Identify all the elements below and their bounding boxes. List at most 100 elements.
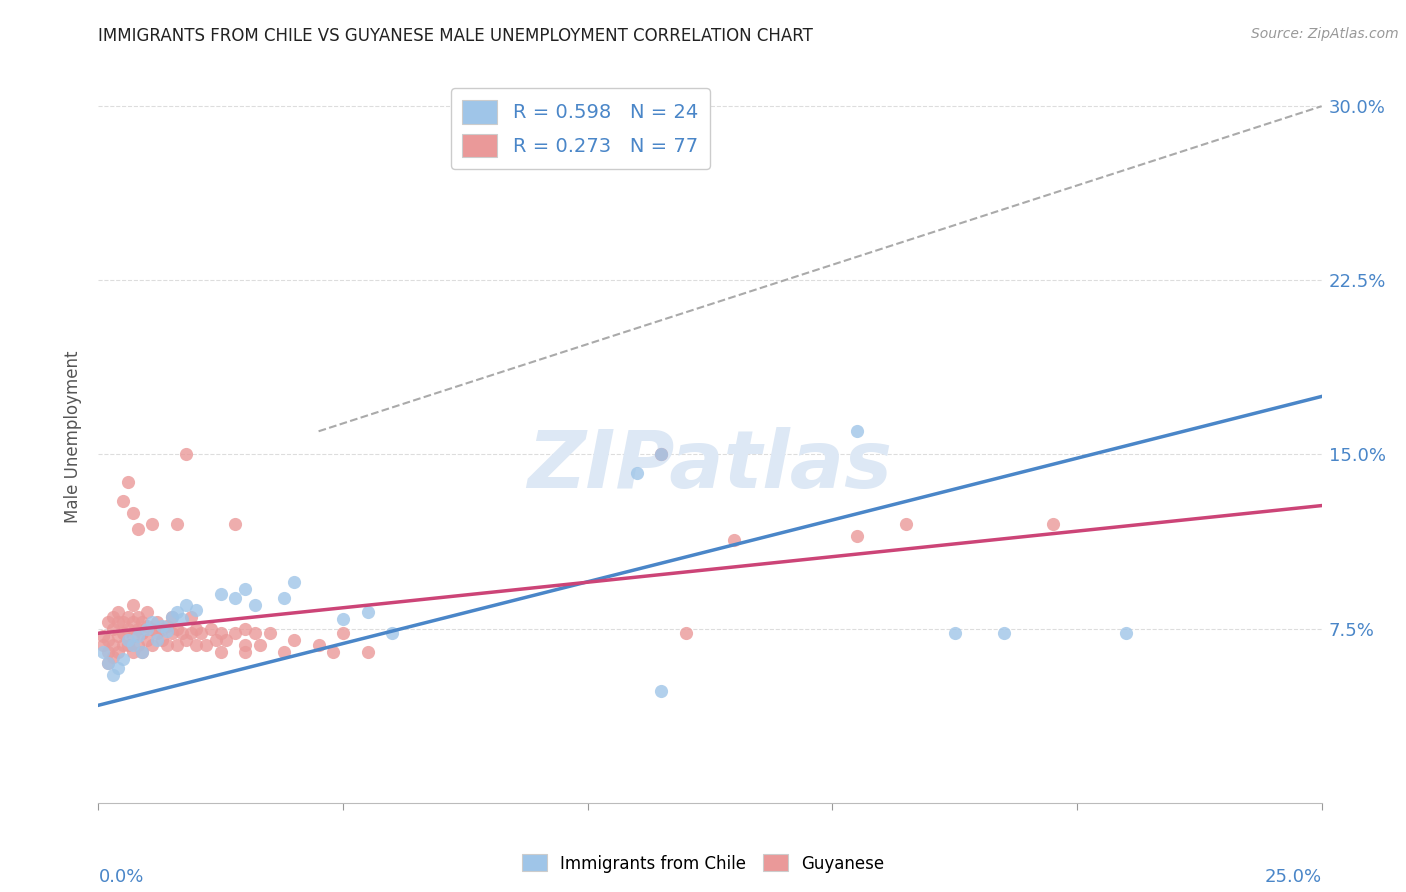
Point — [650, 448, 672, 462]
Point — [186, 638, 208, 652]
Point — [141, 615, 163, 629]
Point — [195, 638, 218, 652]
Point — [117, 475, 139, 490]
Legend: R = 0.598   N = 24, R = 0.273   N = 77: R = 0.598 N = 24, R = 0.273 N = 77 — [451, 88, 710, 169]
Point — [97, 633, 120, 648]
Point — [166, 517, 188, 532]
Point — [101, 610, 124, 624]
Point — [176, 633, 198, 648]
Point — [131, 615, 153, 629]
Point — [141, 622, 163, 636]
Point — [121, 629, 143, 643]
Point — [107, 645, 129, 659]
Point — [200, 622, 222, 636]
Point — [283, 633, 305, 648]
Point — [101, 638, 124, 652]
Point — [259, 626, 281, 640]
Point — [111, 615, 134, 629]
Point — [97, 645, 120, 659]
Point — [176, 448, 198, 462]
Point — [723, 533, 745, 548]
Point — [121, 645, 143, 659]
Point — [190, 626, 212, 640]
Point — [117, 633, 139, 648]
Text: Source: ZipAtlas.com: Source: ZipAtlas.com — [1251, 27, 1399, 41]
Point — [131, 626, 153, 640]
Point — [146, 633, 169, 648]
Point — [97, 657, 120, 671]
Point — [91, 645, 114, 659]
Point — [111, 494, 134, 508]
Point — [127, 610, 149, 624]
Point — [146, 615, 169, 629]
Point — [243, 626, 266, 640]
Point — [650, 684, 672, 698]
Point — [1115, 626, 1137, 640]
Point — [205, 633, 228, 648]
Point — [160, 610, 183, 624]
Point — [131, 645, 153, 659]
Text: ZIPatlas: ZIPatlas — [527, 427, 893, 506]
Point — [117, 622, 139, 636]
Point — [136, 619, 159, 633]
Point — [249, 638, 271, 652]
Point — [127, 622, 149, 636]
Point — [121, 599, 143, 613]
Point — [156, 624, 179, 638]
Point — [121, 615, 143, 629]
Point — [97, 615, 120, 629]
Point — [141, 517, 163, 532]
Point — [107, 615, 129, 629]
Point — [224, 626, 246, 640]
Point — [170, 626, 193, 640]
Point — [131, 645, 153, 659]
Point — [170, 612, 193, 626]
Point — [97, 657, 120, 671]
Point — [233, 645, 256, 659]
Text: IMMIGRANTS FROM CHILE VS GUYANESE MALE UNEMPLOYMENT CORRELATION CHART: IMMIGRANTS FROM CHILE VS GUYANESE MALE U… — [98, 27, 813, 45]
Point — [233, 622, 256, 636]
Point — [146, 626, 169, 640]
Point — [283, 575, 305, 590]
Point — [156, 619, 179, 633]
Point — [117, 610, 139, 624]
Point — [117, 638, 139, 652]
Point — [381, 626, 404, 640]
Point — [894, 517, 917, 532]
Point — [101, 622, 124, 636]
Point — [156, 638, 179, 652]
Point — [224, 591, 246, 606]
Point — [478, 111, 501, 125]
Point — [101, 668, 124, 682]
Point — [332, 626, 354, 640]
Point — [626, 466, 648, 480]
Legend: Immigrants from Chile, Guyanese: Immigrants from Chile, Guyanese — [515, 847, 891, 880]
Point — [111, 626, 134, 640]
Point — [166, 638, 188, 652]
Point — [186, 622, 208, 636]
Point — [107, 629, 129, 643]
Point — [356, 645, 378, 659]
Point — [141, 638, 163, 652]
Point — [121, 506, 143, 520]
Point — [180, 610, 202, 624]
Point — [943, 626, 966, 640]
Point — [166, 606, 188, 620]
Point — [322, 645, 344, 659]
Point — [650, 448, 672, 462]
Point — [845, 529, 868, 543]
Point — [332, 612, 354, 626]
Text: 25.0%: 25.0% — [1264, 868, 1322, 886]
Point — [233, 638, 256, 652]
Y-axis label: Male Unemployment: Male Unemployment — [65, 351, 83, 524]
Point — [214, 633, 236, 648]
Point — [150, 633, 173, 648]
Point — [91, 629, 114, 643]
Point — [209, 587, 232, 601]
Point — [176, 599, 198, 613]
Point — [107, 606, 129, 620]
Point — [180, 626, 202, 640]
Point — [91, 638, 114, 652]
Point — [111, 652, 134, 666]
Point — [127, 629, 149, 643]
